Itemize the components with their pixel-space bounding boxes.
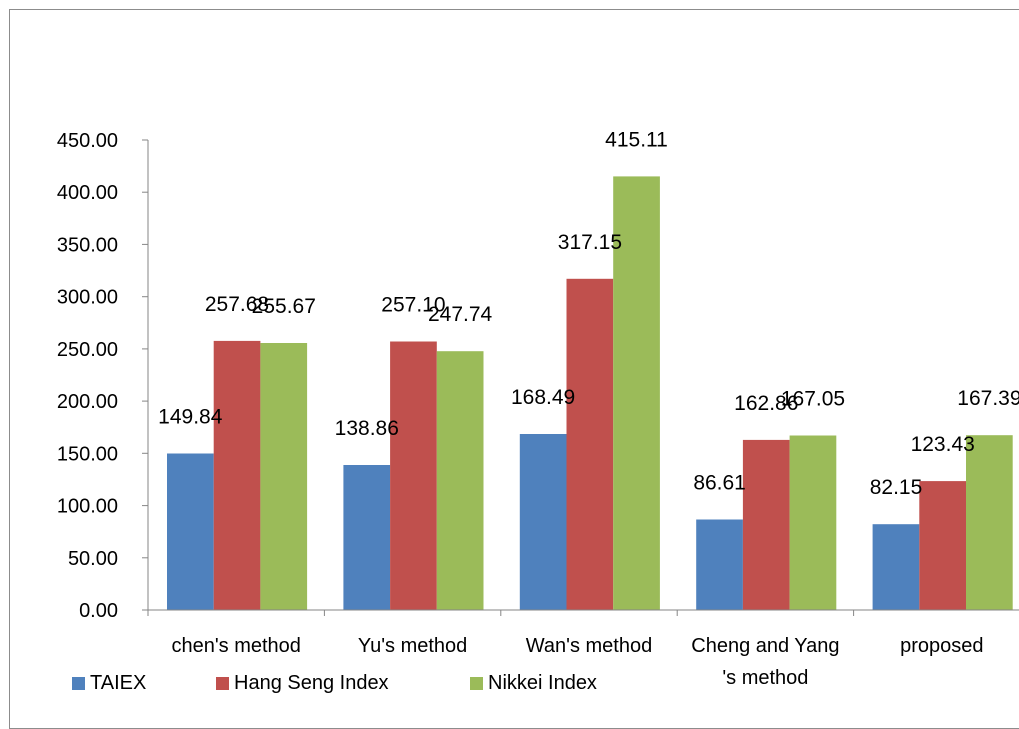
y-tick-label-0: 0.00 xyxy=(79,600,118,622)
legend-item-nikkei: Nikkei Index xyxy=(470,672,597,695)
data-label-series-1-cat-2: 317.15 xyxy=(558,231,622,254)
y-tick-label-3: 150.00 xyxy=(57,443,118,465)
y-tick-label-9: 450.00 xyxy=(57,130,118,152)
bar-series-1-cat-4 xyxy=(919,481,966,610)
x-tick-label-1: Yu's method xyxy=(358,635,467,657)
bars-group xyxy=(167,176,1013,610)
data-label-series-1-cat-1: 257.10 xyxy=(381,294,445,317)
x-tick-label-3-line-1: 's method xyxy=(722,667,808,689)
data-label-series-0-cat-2: 168.49 xyxy=(511,386,575,409)
data-label-series-2-cat-4: 167.39 xyxy=(957,387,1019,410)
y-tick-label-1: 50.00 xyxy=(68,548,118,570)
data-label-series-0-cat-0: 149.84 xyxy=(158,406,223,429)
x-axis-labels: chen's method Yu's method Wan's method Chen… xyxy=(147,610,984,689)
legend-swatch-hang-seng xyxy=(216,677,229,690)
data-label-series-2-cat-0: 255.67 xyxy=(252,295,316,318)
legend-swatch-nikkei xyxy=(470,677,483,690)
bar-series-0-cat-4 xyxy=(872,524,920,610)
bar-series-1-cat-1 xyxy=(390,341,437,610)
bar-series-0-cat-2 xyxy=(519,434,567,610)
bar-series-1-cat-0 xyxy=(213,340,261,610)
bar-series-2-cat-0 xyxy=(260,343,308,610)
bar-series-1-cat-2 xyxy=(566,278,614,610)
x-tick-label-2: Wan's method xyxy=(526,635,652,657)
legend-item-taiex: TAIEX xyxy=(72,672,146,695)
legend-label-taiex: TAIEX xyxy=(90,672,147,694)
data-label-series-2-cat-3: 167.05 xyxy=(781,388,845,411)
bar-chart: 149.84 138.86 168.49 86.61 82.15 257.68 257.10… xyxy=(57,128,1019,689)
data-label-series-0-cat-4: 82.15 xyxy=(870,476,923,499)
bar-series-2-cat-3 xyxy=(789,435,837,610)
data-label-series-0-cat-1: 138.86 xyxy=(335,417,399,440)
x-tick-label-3-line-0: Cheng and Yang xyxy=(691,635,839,657)
bar-series-2-cat-2 xyxy=(613,176,660,610)
bar-series-0-cat-1 xyxy=(343,465,391,610)
x-tick-label-0: chen's method xyxy=(171,635,300,657)
legend-item-hang-seng: Hang Seng Index xyxy=(216,672,389,695)
bar-series-2-cat-4 xyxy=(966,435,1013,610)
y-tick-label-7: 350.00 xyxy=(57,234,118,256)
legend-swatch-taiex xyxy=(72,677,85,690)
data-label-series-1-cat-4: 123.43 xyxy=(911,433,975,456)
data-label-series-0-cat-3: 86.61 xyxy=(693,472,746,495)
y-axis-ticks: 0.00 50.00 100.00 150.00 200.00 250.00 300.00 3… xyxy=(57,130,148,622)
y-tick-label-6: 300.00 xyxy=(57,287,118,309)
bar-series-2-cat-1 xyxy=(436,351,484,610)
data-label-series-2-cat-2: 415.11 xyxy=(605,128,668,151)
y-tick-label-8: 400.00 xyxy=(57,182,118,204)
y-tick-label-4: 200.00 xyxy=(57,391,118,413)
bar-series-0-cat-3 xyxy=(696,519,743,610)
bar-series-0-cat-0 xyxy=(167,453,214,610)
data-labels-group: 149.84 138.86 168.49 86.61 82.15 257.68 257.10… xyxy=(158,128,1019,499)
legend-label-hang-seng: Hang Seng Index xyxy=(234,672,389,694)
legend-label-nikkei: Nikkei Index xyxy=(488,672,597,694)
bar-series-1-cat-3 xyxy=(742,439,790,610)
data-label-series-2-cat-1: 247.74 xyxy=(428,303,493,326)
data-label-series-1-cat-0: 257.68 xyxy=(205,293,269,316)
y-tick-label-2: 100.00 xyxy=(57,496,118,518)
x-tick-label-4: proposed xyxy=(900,635,983,657)
data-label-series-1-cat-3: 162.86 xyxy=(734,392,798,415)
y-tick-label-5: 250.00 xyxy=(57,339,118,361)
